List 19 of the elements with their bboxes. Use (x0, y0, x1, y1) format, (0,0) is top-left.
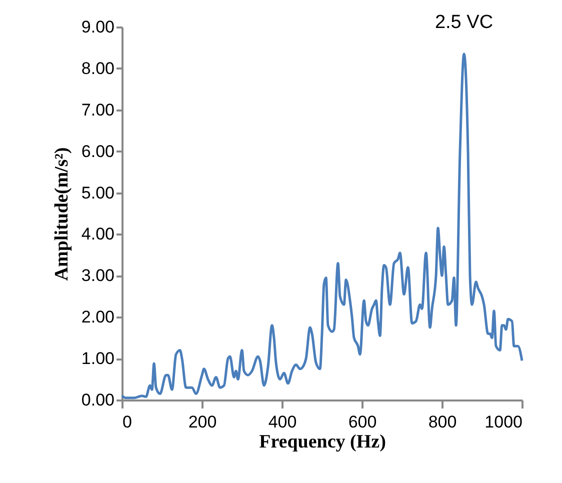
x-tick-label: 1000 (484, 412, 522, 432)
y-tick-label: 9.00 (81, 18, 114, 36)
x-axis-title: Frequency (Hz) (259, 432, 386, 452)
y-tick-label: 1.00 (81, 349, 114, 368)
x-tick-label: 200 (188, 412, 217, 432)
y-tick-label: 0.00 (81, 390, 114, 410)
x-tick-label: 800 (428, 412, 457, 432)
y-tick-label: 8.00 (81, 58, 114, 78)
annotation: 2.5 VC (434, 12, 494, 33)
y-tick-label: 5.00 (81, 183, 114, 202)
y-tick-label: 3.00 (81, 266, 114, 286)
x-tick-label: 400 (268, 412, 297, 432)
y-tick-label: 6.00 (81, 142, 114, 161)
x-tick-label: 600 (348, 412, 377, 432)
y-tick-label: 7.00 (81, 100, 114, 120)
y-axis-title: Amplitude(m/s²) (51, 147, 72, 281)
y-tick-label: 4.00 (81, 224, 114, 244)
x-tick-label: 0 (122, 412, 132, 432)
y-tick-label: 2.00 (81, 308, 114, 327)
